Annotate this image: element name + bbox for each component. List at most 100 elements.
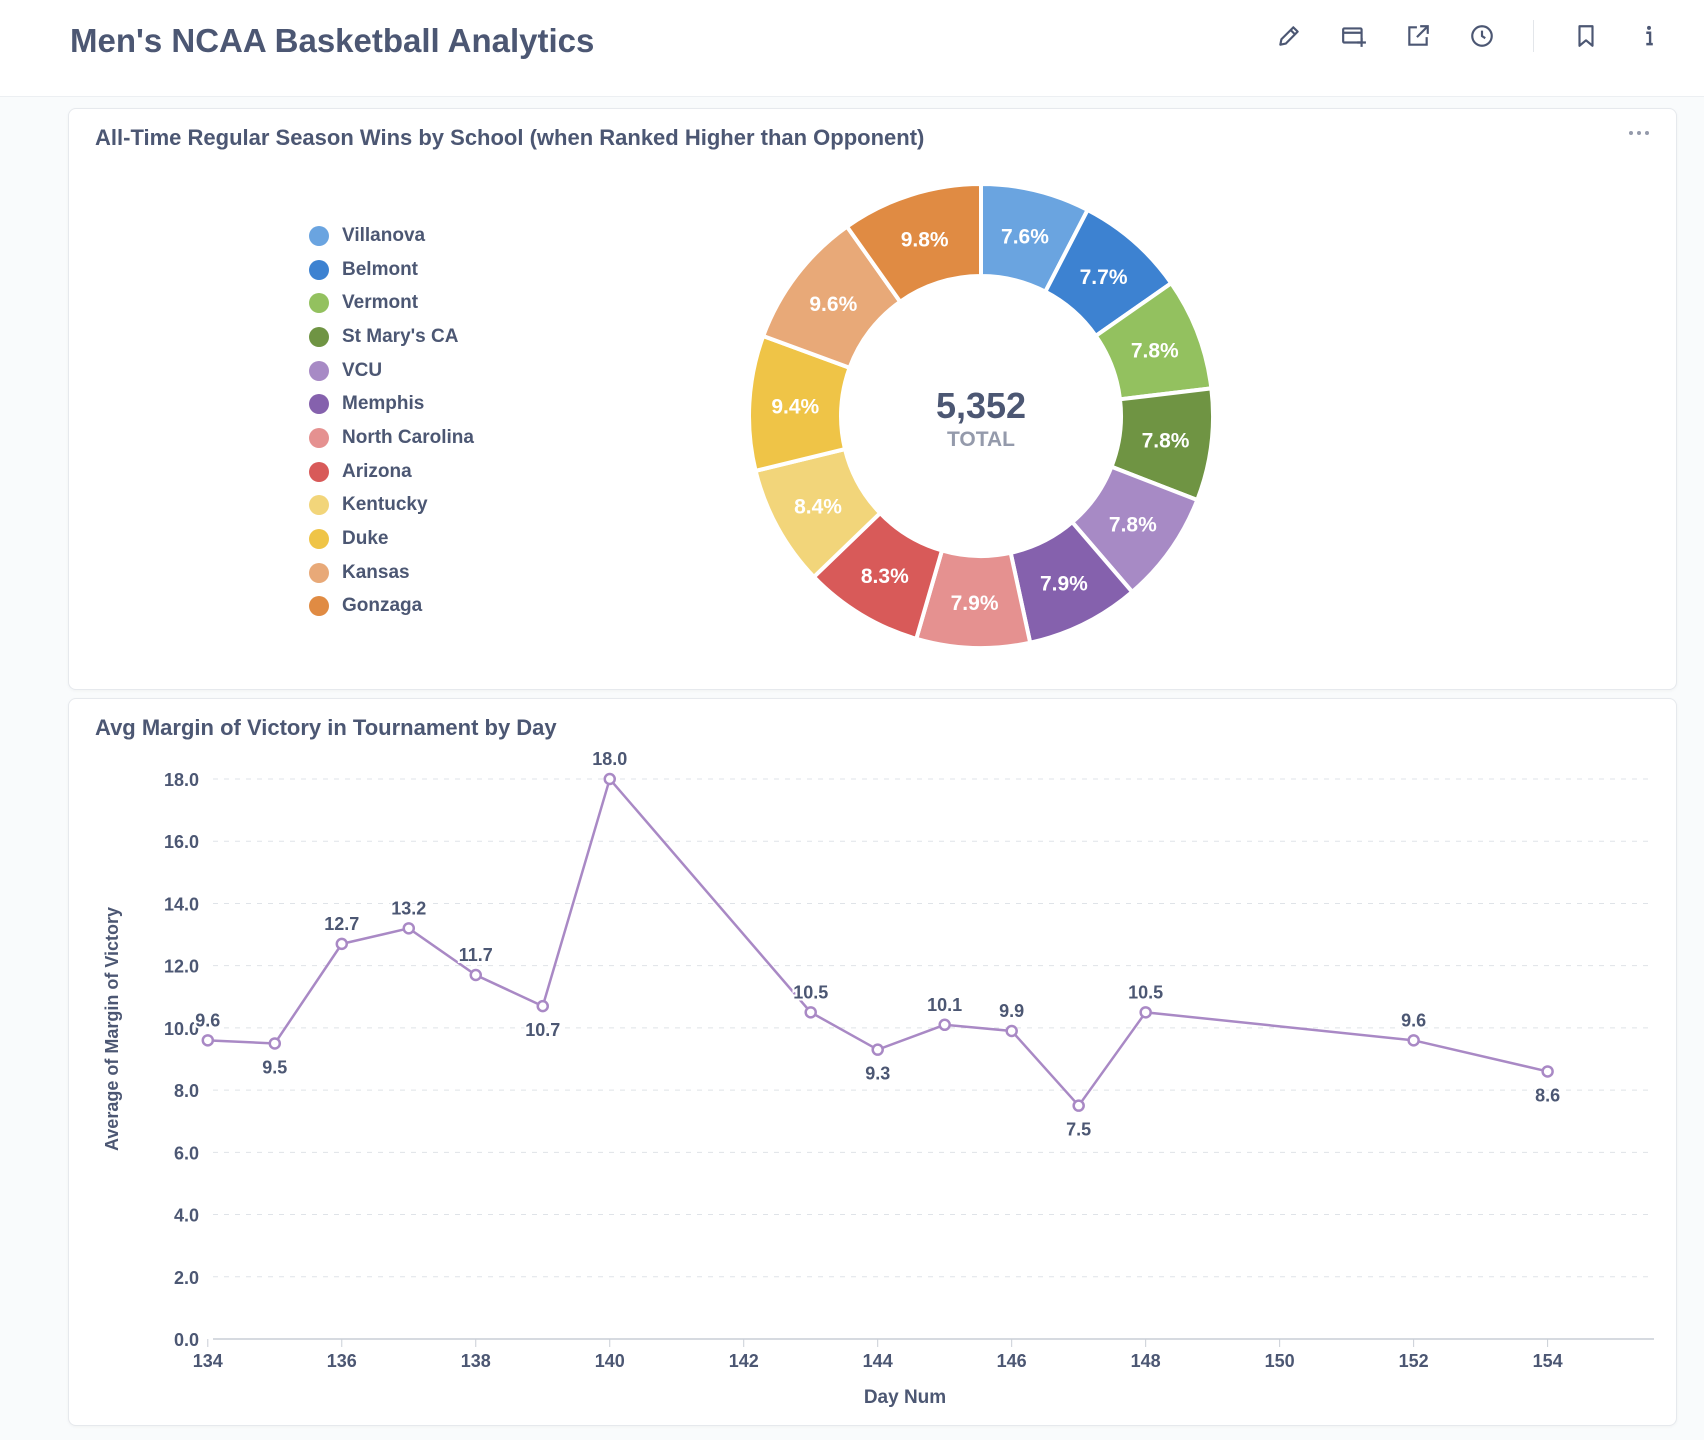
line-chart-card: Avg Margin of Victory in Tournament by D…: [68, 698, 1677, 1426]
x-axis-label: Day Num: [864, 1387, 946, 1408]
legend-label: Villanova: [342, 224, 426, 246]
data-label: 10.7: [525, 1020, 560, 1040]
legend-item[interactable]: Arizona: [309, 455, 474, 489]
donut-chart-card: All-Time Regular Season Wins by School (…: [68, 108, 1677, 690]
y-tick-label: 0.0: [174, 1330, 199, 1350]
line-chart: 0.0 2.0 4.0 6.0 8.0 10.0 12.0 14.0 16.0 18.0 134 1…: [102, 747, 1654, 1408]
x-tick-label: 134: [193, 1351, 223, 1371]
data-label: 8.6: [1535, 1085, 1560, 1105]
legend-item[interactable]: Gonzaga: [309, 590, 474, 624]
donut-slice[interactable]: [844, 181, 983, 305]
info-icon: [1646, 25, 1653, 46]
edit-button[interactable]: [1273, 20, 1305, 52]
data-point[interactable]: [469, 968, 483, 982]
data-label: 9.6: [195, 1010, 220, 1030]
data-point[interactable]: [1005, 1024, 1018, 1038]
legend-swatch: [309, 529, 329, 550]
data-point[interactable]: [201, 1034, 215, 1047]
clock-icon: [1471, 25, 1493, 47]
donut-slice-label: 8.4%: [794, 496, 842, 519]
y-tick-label: 4.0: [174, 1206, 199, 1226]
dashboard-title: Men's NCAA Basketball Analytics: [70, 22, 595, 59]
y-tick-label: 18.0: [164, 770, 199, 790]
x-tick-label: 142: [729, 1351, 759, 1371]
data-label: 9.9: [999, 1001, 1024, 1021]
legend-label: St Mary's CA: [342, 325, 459, 347]
data-point[interactable]: [402, 922, 416, 935]
data-point[interactable]: [1407, 1034, 1420, 1047]
dashboard-header: Men's NCAA Basketball Analytics: [0, 0, 1704, 97]
data-label: 9.6: [1401, 1010, 1426, 1030]
ellipsis-icon: [1629, 131, 1649, 135]
x-tick-label: 136: [327, 1351, 357, 1371]
legend-swatch: [309, 596, 329, 617]
legend-item[interactable]: Belmont: [309, 253, 474, 287]
data-point[interactable]: [1139, 1006, 1152, 1019]
add-to-dashboard-button[interactable]: [1338, 20, 1370, 52]
data-point[interactable]: [335, 937, 349, 951]
history-button[interactable]: [1466, 20, 1498, 52]
data-label: 9.3: [865, 1064, 890, 1084]
card-menu-button[interactable]: [1626, 123, 1652, 143]
donut-slice-label: 9.6%: [809, 293, 857, 316]
y-axis-label: Average of Margin of Victory: [102, 907, 122, 1151]
legend-label: Memphis: [342, 393, 425, 415]
legend-item[interactable]: VCU: [309, 354, 474, 388]
legend-item[interactable]: Kansas: [309, 556, 474, 590]
legend-item[interactable]: Duke: [309, 522, 474, 556]
donut-slice-label: 7.7%: [1080, 266, 1128, 289]
bookmark-button[interactable]: [1570, 20, 1602, 52]
y-tick-label: 14.0: [164, 894, 199, 914]
donut-slice-label: 7.8%: [1142, 429, 1190, 452]
data-point[interactable]: [1072, 1099, 1085, 1112]
x-tick-label: 150: [1265, 1351, 1295, 1371]
y-tick-label: 2.0: [174, 1268, 199, 1288]
legend-swatch: [309, 495, 329, 516]
add-to-dashboard-icon: [1342, 27, 1366, 47]
pencil-icon: [1279, 26, 1299, 46]
data-point[interactable]: [603, 772, 616, 786]
legend-item[interactable]: North Carolina: [309, 421, 474, 455]
y-tick-label: 16.0: [164, 832, 199, 852]
legend-swatch: [309, 326, 329, 347]
data-label: 9.5: [262, 1057, 287, 1077]
info-button[interactable]: [1633, 20, 1665, 52]
legend-item[interactable]: St Mary's CA: [309, 320, 474, 354]
data-label: 10.5: [793, 982, 828, 1002]
x-tick-label: 148: [1131, 1351, 1161, 1371]
x-tick-label: 144: [863, 1351, 893, 1371]
share-button[interactable]: [1402, 20, 1434, 52]
legend-label: VCU: [342, 359, 383, 381]
data-point[interactable]: [804, 1006, 817, 1019]
donut-slice-label: 7.9%: [1040, 573, 1088, 596]
x-tick-label: 152: [1399, 1351, 1429, 1371]
bookmark-icon: [1578, 25, 1594, 47]
data-point[interactable]: [871, 1043, 884, 1056]
donut-slice-label: 7.9%: [951, 592, 999, 615]
y-tick-label: 12.0: [164, 957, 199, 977]
legend-swatch: [309, 225, 329, 246]
legend-item[interactable]: Vermont: [309, 286, 474, 320]
legend-swatch: [309, 461, 329, 482]
x-tick-label: 140: [595, 1351, 625, 1371]
series-line: [207, 776, 1548, 1108]
legend-item[interactable]: Villanova: [309, 219, 474, 253]
donut-slice-label: 7.8%: [1131, 340, 1179, 363]
data-label: 10.1: [927, 995, 962, 1015]
data-point[interactable]: [1541, 1065, 1554, 1078]
donut-slice-label: 8.3%: [861, 565, 909, 588]
legend-item[interactable]: Memphis: [309, 387, 474, 421]
legend-label: Kentucky: [342, 494, 428, 516]
x-tick-label: 138: [461, 1351, 491, 1371]
data-point[interactable]: [536, 999, 549, 1013]
legend-label: Kansas: [342, 561, 410, 583]
donut-slice-label: 7.6%: [1001, 225, 1049, 248]
legend-swatch: [309, 259, 329, 280]
donut-slice-label: 9.8%: [901, 229, 949, 252]
data-point[interactable]: [938, 1018, 951, 1032]
data-point[interactable]: [268, 1037, 282, 1050]
legend-label: Duke: [342, 528, 389, 550]
legend-item[interactable]: Kentucky: [309, 489, 474, 523]
data-label: 18.0: [592, 749, 627, 769]
legend-swatch: [309, 360, 329, 381]
